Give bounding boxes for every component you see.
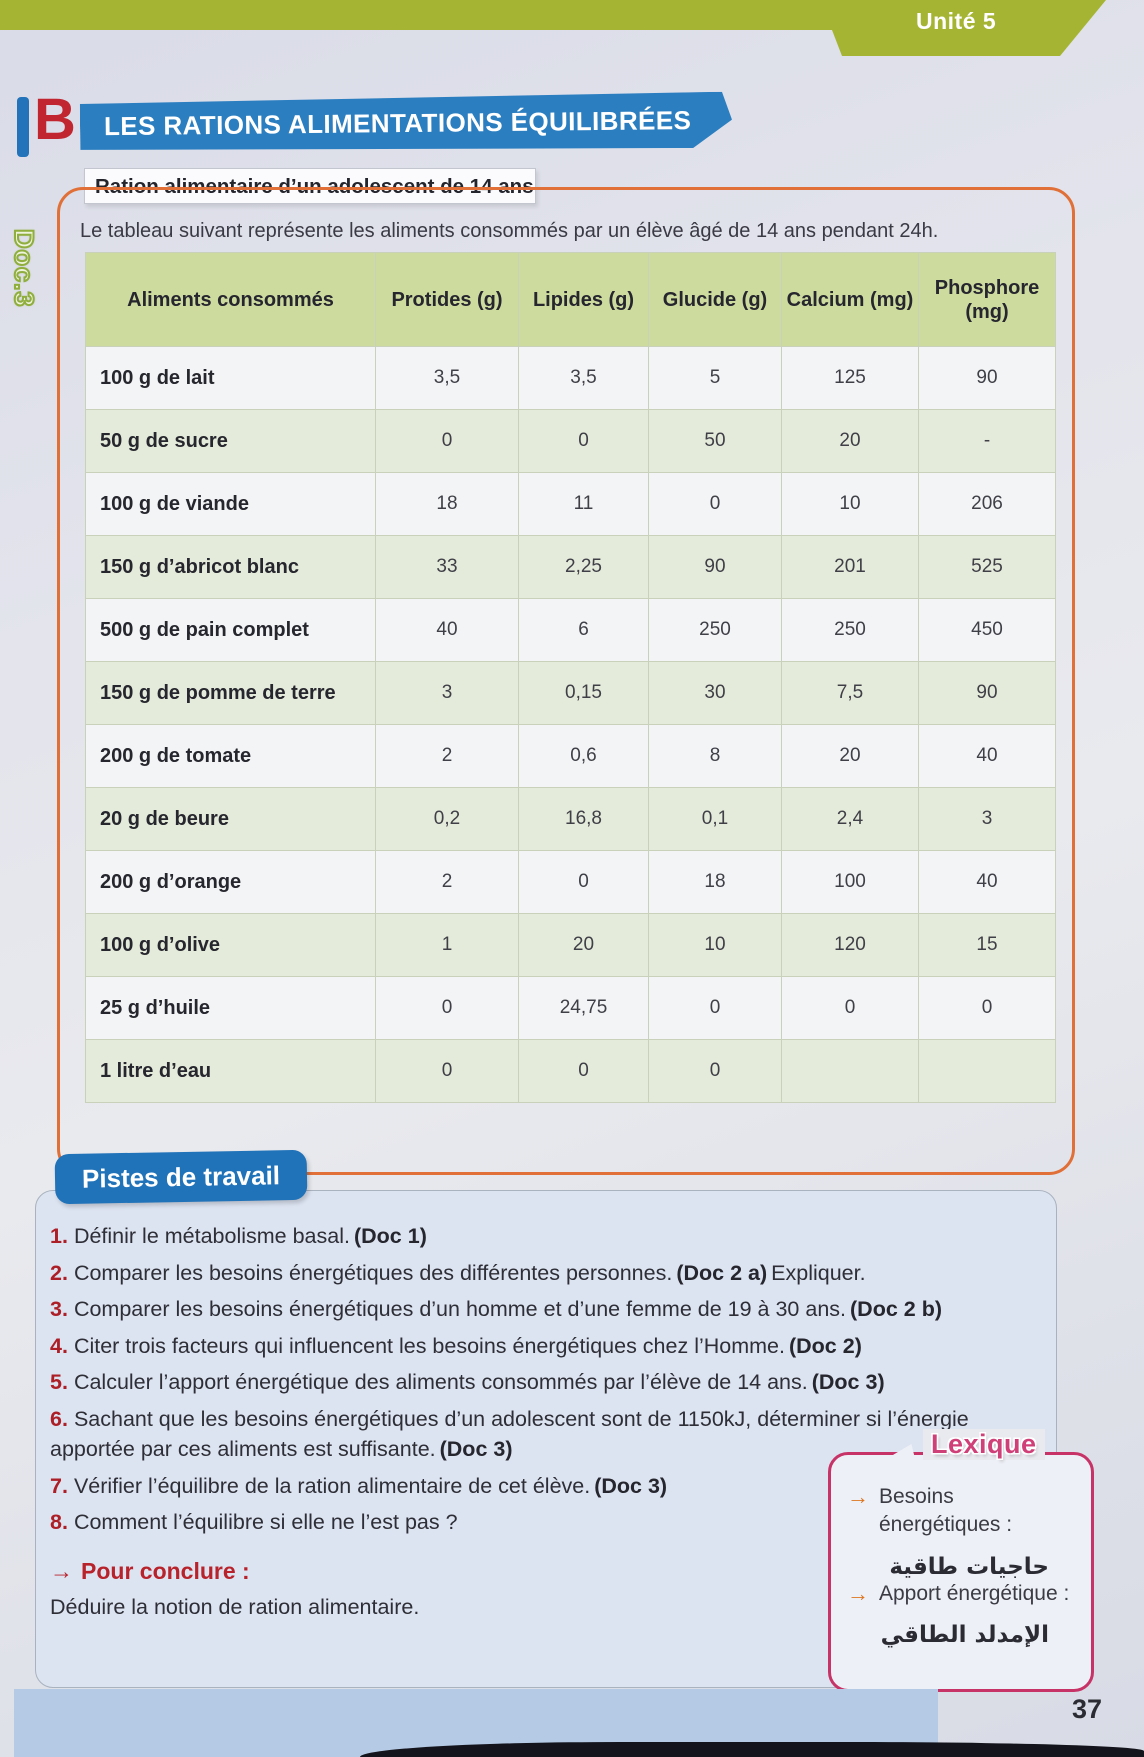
doc-title: Ration alimentaire d’un adolescent de 14…: [84, 168, 536, 204]
photo-dark-edge: [360, 1742, 1144, 1757]
column-header: Lipides (g): [518, 252, 649, 347]
question-item: 1. Définir le métabolisme basal. (Doc 1): [50, 1224, 427, 1248]
unit-label: Unité 5: [916, 8, 997, 34]
page-number: 37: [1072, 1694, 1103, 1724]
arrow-icon: →: [847, 1484, 869, 1509]
table-row: 100 g d’olive 1 20 10 120 15: [85, 913, 1056, 977]
table-row: 20 g de beure 0,2 16,8 0,1 2,4 3: [85, 787, 1056, 851]
lexique-arabic-term: الإمدلد الطاقي: [880, 1622, 1049, 1649]
table-row: 100 g de viande 18 11 0 10 206: [85, 472, 1056, 536]
lexique-title: Lexique: [923, 1429, 1045, 1460]
question-item: 3. Comparer les besoins énergétiques d’un…: [50, 1297, 942, 1322]
table-row: 25 g d’huile 0 24,75 0 0 0: [85, 976, 1056, 1040]
table-row: 1 litre d’eau 0 0 0: [85, 1039, 1056, 1103]
table-row: 150 g de pomme de terre 3 0,15 30 7,5 90: [85, 661, 1056, 725]
lexique-term: Besoins énergétiques :: [879, 1485, 1013, 1537]
lexique-entry: → Besoins énergétiques :: [847, 1483, 1077, 1540]
section-tick-bar: [17, 97, 29, 157]
question-item: 5. Calculer l’apport énergétique des alim…: [50, 1370, 885, 1395]
table-header-row: Aliments consommés Protides (g) Lipides …: [85, 252, 1056, 347]
worksheet-title: Pistes de travail: [81, 1159, 281, 1194]
conclusion-heading: → Pour conclure :: [50, 1558, 1036, 1585]
conclusion-text: Déduire la notion de ration alimentaire.: [50, 1594, 420, 1619]
column-header: Glucide (g): [648, 252, 782, 347]
column-header: Calcium (mg): [781, 252, 919, 347]
section-letter: B: [34, 87, 76, 152]
column-header: Aliments consommés: [85, 252, 376, 347]
column-header: Protides (g): [375, 252, 519, 347]
question-item: 6. Sachant que les besoins énergétiques d…: [50, 1406, 969, 1462]
lexique-term: Apport énergétique :: [879, 1581, 1070, 1605]
conclusion-block: → Pour conclure : Déduire la notion de ra…: [50, 1558, 1036, 1620]
doc3-frame: [57, 187, 1075, 1175]
food-table: Aliments consommés Protides (g) Lipides …: [85, 252, 1056, 1103]
arrow-icon: →: [50, 1557, 73, 1584]
lexique-arabic-term: حاجيات طاقية: [889, 1553, 1049, 1580]
question-item: 4. Citer trois facteurs qui influencent l…: [50, 1333, 862, 1358]
doc3-side-label: Doc.3: [8, 228, 40, 309]
worksheet-title-tab: Pistes de travail: [54, 1149, 308, 1205]
conclusion-label: Pour conclure :: [81, 1557, 250, 1584]
lexique-entry: → Apport énergétique :: [847, 1580, 1077, 1608]
table-row: 150 g d’abricot blanc 33 2,25 90 201 525: [85, 535, 1056, 599]
table-row: 200 g de tomate 2 0,6 8 20 40: [85, 724, 1056, 788]
table-row: 50 g de sucre 0 0 50 20 -: [85, 409, 1056, 473]
lexique-box: Lexique → Besoins énergétiques : حاجيات …: [828, 1429, 1094, 1692]
question-item: 2. Comparer les besoins énergétiques des …: [50, 1260, 866, 1285]
arrow-icon: →: [847, 1580, 869, 1606]
column-header: Phosphore (mg): [918, 252, 1056, 347]
table-row: 200 g d’orange 2 0 18 100 40: [85, 850, 1056, 914]
question-item: 7. Vérifier l’équilibre de la ration alim…: [50, 1473, 668, 1498]
table-row: 100 g de lait 3,5 3,5 5 125 90: [85, 346, 1056, 410]
doc-intro-text: Le tableau suivant représente les alimen…: [80, 220, 939, 242]
section-title: LES RATIONS ALIMENTATIONS ÉQUILIBRÉES: [103, 104, 692, 141]
section-title-banner: LES RATIONS ALIMENTATIONS ÉQUILIBRÉES: [80, 92, 733, 155]
table-row: 500 g de pain complet 40 6 250 250 450: [85, 598, 1056, 662]
question-item: 8. Comment l’équilibre si elle ne l’est p…: [50, 1510, 458, 1535]
